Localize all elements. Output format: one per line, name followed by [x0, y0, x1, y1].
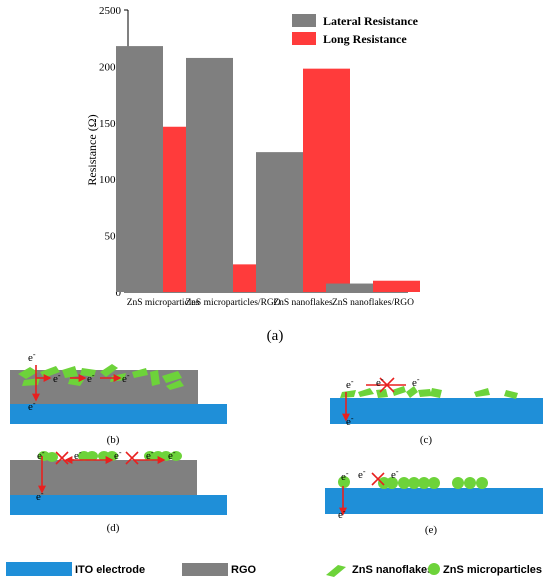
diagram-legend: ITO electrode RGO ZnS nanoflakes ZnS mic…: [6, 562, 542, 577]
svg-text:e-: e-: [376, 375, 384, 389]
svg-text:e-: e-: [168, 448, 176, 462]
electron-paths: [38, 451, 166, 494]
legend-microparticles-label: ZnS microparticles: [443, 564, 542, 576]
bar-lateral-4: [326, 283, 373, 292]
svg-text:e-: e-: [346, 414, 354, 428]
y-tick-label: 2500: [99, 5, 122, 17]
panel-label-e: (e): [425, 524, 438, 536]
ito-electrode: [330, 398, 543, 424]
svg-text:e-: e-: [53, 371, 61, 385]
legend-swatch-lateral: [292, 14, 316, 27]
y-axis-label: Resistance (Ω): [85, 114, 99, 185]
svg-text:e-: e-: [28, 350, 36, 364]
electron-paths: [339, 472, 385, 516]
y-tick-label: 2000: [99, 61, 122, 73]
electron-labels: e- e- e- e-: [338, 467, 399, 521]
svg-text:e-: e-: [87, 371, 95, 385]
zns-microparticle: [170, 451, 182, 461]
bar-lateral-3: [256, 152, 303, 292]
svg-text:e-: e-: [122, 371, 130, 385]
zns-microparticle: [418, 477, 430, 489]
zns-microparticle: [408, 477, 420, 489]
legend-swatch-long: [292, 32, 316, 45]
svg-text:e-: e-: [391, 467, 399, 481]
x-tick-label: ZnS microparticles/RGO: [185, 298, 280, 308]
svg-text:e-: e-: [346, 377, 354, 391]
panel-label-c: (c): [420, 434, 433, 446]
ito-electrode: [325, 488, 543, 514]
svg-text:e-: e-: [36, 489, 44, 503]
y-tick-label: 1000: [99, 174, 122, 186]
legend-label-lateral: Lateral Resistance: [323, 14, 419, 28]
diagram-panel-e: e- e- e- e- (e): [325, 467, 543, 536]
svg-text:e-: e-: [74, 448, 82, 462]
legend-microparticle-icon: [428, 563, 440, 575]
svg-text:e-: e-: [37, 448, 45, 462]
zns-microparticle: [428, 477, 440, 489]
diagram-panel-c: e- e- e- e- (c): [330, 375, 543, 446]
svg-text:e-: e-: [338, 507, 346, 521]
zns-microparticle: [476, 477, 488, 489]
zns-microparticle: [46, 452, 58, 462]
chart-legend: Lateral Resistance Long Resistance: [292, 14, 419, 46]
x-tick-label: ZnS nanoflakes/RGO: [332, 297, 414, 308]
svg-text:e-: e-: [28, 399, 36, 413]
bar-long-3: [303, 68, 350, 292]
diagram-panel-d: e- e- e- e- e- e- (d): [10, 448, 227, 534]
bar-lateral-1: [116, 46, 163, 292]
electron-labels: e- e- e- e-: [346, 375, 420, 428]
ito-electrode: [10, 404, 227, 424]
electron-labels: e- e- e- e- e-: [28, 350, 130, 413]
zns-microparticle: [452, 477, 464, 489]
svg-text:e-: e-: [114, 448, 122, 462]
svg-text:e-: e-: [358, 467, 366, 481]
legend-ito-swatch: [6, 562, 72, 576]
svg-text:e-: e-: [412, 375, 420, 389]
x-tick-label: ZnS nanoflakes: [273, 297, 333, 308]
legend-label-long: Long Resistance: [323, 32, 407, 46]
y-tick-label: 0: [116, 287, 122, 299]
zns-microparticle: [386, 477, 398, 489]
zns-microparticle: [464, 477, 476, 489]
electron-paths: [342, 377, 406, 422]
zns-microparticle: [338, 476, 350, 488]
legend-rgo-swatch: [182, 563, 228, 576]
svg-text:e-: e-: [341, 469, 349, 483]
bar-long-4: [373, 280, 420, 292]
legend-nanoflakes-label: ZnS nanoflakes: [352, 564, 433, 576]
panel-label-a: (a): [267, 328, 284, 344]
panel-label-b: (b): [107, 434, 120, 446]
svg-text:e-: e-: [146, 448, 154, 462]
bar-lateral-2: [186, 57, 233, 292]
y-tick-label: 1500: [99, 118, 122, 130]
zns-microparticles-group: [338, 476, 488, 489]
x-tick-label: ZnS microparticles: [127, 298, 200, 308]
zns-nanoflakes-group: [340, 386, 518, 399]
panel-label-d: (d): [107, 522, 120, 534]
zns-microparticle: [398, 477, 410, 489]
electron-paths: [32, 365, 122, 402]
legend-rgo-label: RGO: [231, 564, 257, 576]
diagram-panel-b: e- e- e- e- e- (b): [10, 350, 227, 446]
zns-microparticle: [86, 451, 98, 461]
ito-electrode: [10, 495, 227, 515]
electron-labels: e- e- e- e- e- e-: [36, 448, 176, 503]
legend-nanoflake-icon: [326, 565, 346, 577]
rgo-layer: [10, 460, 197, 495]
legend-ito-label: ITO electrode: [75, 564, 145, 576]
